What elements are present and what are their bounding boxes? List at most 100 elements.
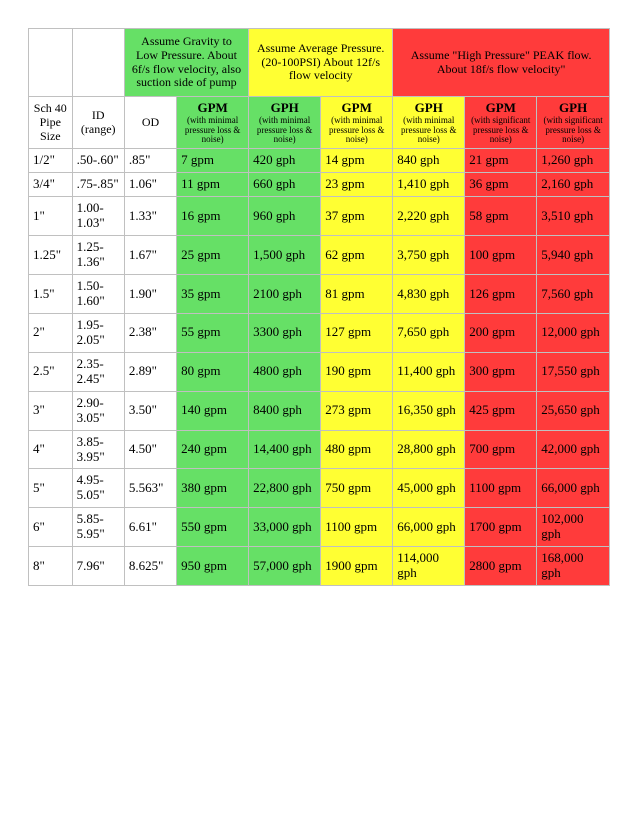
cell-gpm-high: 36 gpm <box>465 173 537 197</box>
cell-gph-high: 7,560 gph <box>537 275 610 314</box>
cell-id: 1.00-1.03" <box>72 197 124 236</box>
cell-gph-low: 420 gph <box>249 149 321 173</box>
cell-gph-high: 102,000 gph <box>537 508 610 547</box>
cell-gpm-high: 300 gpm <box>465 352 537 391</box>
cell-gpm-high: 58 gpm <box>465 197 537 236</box>
cell-id: 2.35-2.45" <box>72 352 124 391</box>
cell-gph-low: 960 gph <box>249 197 321 236</box>
cell-od: 2.89" <box>124 352 176 391</box>
cell-id: .75-.85" <box>72 173 124 197</box>
cell-gpm-avg: 190 gpm <box>321 352 393 391</box>
cell-id: 3.85-3.95" <box>72 430 124 469</box>
cell-gph-high: 168,000 gph <box>537 547 610 586</box>
cell-gpm-low: 380 gpm <box>177 469 249 508</box>
cell-gph-low: 2100 gph <box>249 275 321 314</box>
cell-sch: 3/4" <box>29 173 73 197</box>
cell-gph-low: 3300 gph <box>249 313 321 352</box>
cell-gpm-avg: 1900 gpm <box>321 547 393 586</box>
cell-od: .85" <box>124 149 176 173</box>
cell-gpm-low: 140 gpm <box>177 391 249 430</box>
cell-sch: 8" <box>29 547 73 586</box>
cell-gpm-avg: 127 gpm <box>321 313 393 352</box>
cell-gpm-avg: 81 gpm <box>321 275 393 314</box>
cell-gph-avg: 1,410 gph <box>393 173 465 197</box>
table-row: 1.5"1.50-1.60"1.90"35 gpm2100 gph81 gpm4… <box>29 275 610 314</box>
cell-gph-avg: 2,220 gph <box>393 197 465 236</box>
cell-id: 1.25-1.36" <box>72 236 124 275</box>
cell-od: 8.625" <box>124 547 176 586</box>
cell-id: .50-.60" <box>72 149 124 173</box>
cell-od: 1.06" <box>124 173 176 197</box>
col-gpm-avg: GPM(with minimal pressure loss & noise) <box>321 97 393 149</box>
cell-gph-high: 5,940 gph <box>537 236 610 275</box>
cell-gph-high: 3,510 gph <box>537 197 610 236</box>
table-row: 1"1.00-1.03"1.33"16 gpm960 gph37 gpm2,22… <box>29 197 610 236</box>
cell-sch: 6" <box>29 508 73 547</box>
cell-gph-low: 14,400 gph <box>249 430 321 469</box>
cell-od: 1.33" <box>124 197 176 236</box>
cell-sch: 1.5" <box>29 275 73 314</box>
cell-sch: 5" <box>29 469 73 508</box>
cell-gph-low: 660 gph <box>249 173 321 197</box>
col-gpm-low: GPM(with minimal pressure loss & noise) <box>177 97 249 149</box>
cell-gpm-low: 11 gpm <box>177 173 249 197</box>
cell-gpm-high: 2800 gpm <box>465 547 537 586</box>
cell-gph-avg: 3,750 gph <box>393 236 465 275</box>
cell-gpm-high: 126 gpm <box>465 275 537 314</box>
cell-gph-high: 1,260 gph <box>537 149 610 173</box>
header-row-columns: Sch 40 Pipe Size ID (range) OD GPM(with … <box>29 97 610 149</box>
col-gpm-high: GPM(with significant pressure loss & noi… <box>465 97 537 149</box>
cell-gpm-low: 7 gpm <box>177 149 249 173</box>
col-sch: Sch 40 Pipe Size <box>29 97 73 149</box>
cell-gpm-high: 21 gpm <box>465 149 537 173</box>
blank-cell <box>72 29 124 97</box>
group-header-high: Assume "High Pressure" PEAK flow. About … <box>393 29 610 97</box>
cell-id: 7.96" <box>72 547 124 586</box>
header-row-groups: Assume Gravity to Low Pressure. About 6f… <box>29 29 610 97</box>
table-row: 4"3.85-3.95"4.50"240 gpm14,400 gph480 gp… <box>29 430 610 469</box>
cell-gpm-avg: 23 gpm <box>321 173 393 197</box>
cell-gph-high: 25,650 gph <box>537 391 610 430</box>
col-od: OD <box>124 97 176 149</box>
cell-sch: 4" <box>29 430 73 469</box>
cell-gph-avg: 66,000 gph <box>393 508 465 547</box>
cell-gph-low: 57,000 gph <box>249 547 321 586</box>
table-row: 2"1.95-2.05"2.38"55 gpm3300 gph127 gpm7,… <box>29 313 610 352</box>
cell-gph-avg: 4,830 gph <box>393 275 465 314</box>
cell-id: 1.50-1.60" <box>72 275 124 314</box>
table-row: 3"2.90-3.05"3.50"140 gpm8400 gph273 gpm1… <box>29 391 610 430</box>
cell-gph-low: 8400 gph <box>249 391 321 430</box>
table-row: 2.5"2.35-2.45"2.89"80 gpm4800 gph190 gpm… <box>29 352 610 391</box>
cell-id: 5.85-5.95" <box>72 508 124 547</box>
blank-cell <box>29 29 73 97</box>
cell-gph-high: 12,000 gph <box>537 313 610 352</box>
cell-id: 2.90-3.05" <box>72 391 124 430</box>
cell-gph-avg: 45,000 gph <box>393 469 465 508</box>
cell-od: 2.38" <box>124 313 176 352</box>
table-row: 6"5.85-5.95"6.61"550 gpm33,000 gph1100 g… <box>29 508 610 547</box>
cell-od: 6.61" <box>124 508 176 547</box>
cell-gpm-low: 25 gpm <box>177 236 249 275</box>
cell-gpm-avg: 37 gpm <box>321 197 393 236</box>
table-row: 1/2".50-.60".85"7 gpm420 gph14 gpm840 gp… <box>29 149 610 173</box>
cell-gpm-low: 16 gpm <box>177 197 249 236</box>
cell-gpm-low: 550 gpm <box>177 508 249 547</box>
cell-gph-avg: 7,650 gph <box>393 313 465 352</box>
cell-gpm-avg: 62 gpm <box>321 236 393 275</box>
pipe-flow-table: Assume Gravity to Low Pressure. About 6f… <box>28 28 610 586</box>
cell-sch: 2" <box>29 313 73 352</box>
cell-gph-high: 42,000 gph <box>537 430 610 469</box>
cell-gpm-avg: 480 gpm <box>321 430 393 469</box>
group-header-avg: Assume Average Pressure. (20-100PSI) Abo… <box>249 29 393 97</box>
cell-gph-low: 33,000 gph <box>249 508 321 547</box>
table-row: 8"7.96"8.625"950 gpm57,000 gph1900 gpm11… <box>29 547 610 586</box>
table-row: 3/4".75-.85"1.06"11 gpm660 gph23 gpm1,41… <box>29 173 610 197</box>
cell-gpm-low: 80 gpm <box>177 352 249 391</box>
cell-gph-high: 66,000 gph <box>537 469 610 508</box>
cell-gph-low: 22,800 gph <box>249 469 321 508</box>
cell-gph-avg: 16,350 gph <box>393 391 465 430</box>
table-row: 5"4.95-5.05"5.563"380 gpm22,800 gph750 g… <box>29 469 610 508</box>
cell-gpm-avg: 750 gpm <box>321 469 393 508</box>
cell-sch: 1/2" <box>29 149 73 173</box>
cell-sch: 1" <box>29 197 73 236</box>
